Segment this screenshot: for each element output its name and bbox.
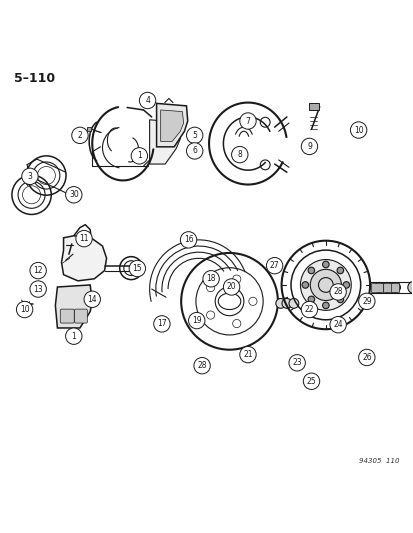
Circle shape — [239, 346, 256, 363]
Text: 27: 27 — [269, 261, 279, 270]
Circle shape — [336, 267, 343, 274]
Circle shape — [180, 232, 196, 248]
Circle shape — [239, 113, 256, 129]
Text: 10: 10 — [353, 126, 363, 134]
Text: 11: 11 — [79, 234, 88, 243]
Circle shape — [131, 148, 147, 164]
Text: 1: 1 — [71, 332, 76, 341]
Circle shape — [186, 143, 202, 159]
FancyBboxPatch shape — [60, 309, 74, 323]
Text: 17: 17 — [157, 319, 166, 328]
FancyBboxPatch shape — [308, 103, 318, 110]
Text: 12: 12 — [33, 266, 43, 275]
Text: 15: 15 — [132, 264, 142, 273]
Circle shape — [301, 138, 317, 155]
FancyBboxPatch shape — [74, 309, 87, 323]
Circle shape — [307, 267, 314, 274]
Circle shape — [281, 298, 291, 308]
Text: 20: 20 — [226, 282, 236, 292]
FancyBboxPatch shape — [382, 283, 392, 292]
Text: +: + — [128, 264, 134, 273]
Text: 94305  110: 94305 110 — [358, 458, 399, 464]
FancyBboxPatch shape — [86, 127, 91, 131]
Text: 30: 30 — [69, 190, 78, 199]
Circle shape — [329, 317, 346, 333]
Circle shape — [322, 261, 328, 268]
Circle shape — [188, 312, 204, 329]
Circle shape — [301, 281, 308, 288]
Text: 8: 8 — [237, 150, 242, 159]
Circle shape — [76, 230, 92, 247]
Circle shape — [202, 271, 219, 287]
Circle shape — [193, 358, 210, 374]
FancyBboxPatch shape — [370, 283, 382, 292]
Circle shape — [266, 257, 282, 274]
Text: 13: 13 — [33, 285, 43, 294]
Circle shape — [382, 282, 391, 292]
Circle shape — [336, 296, 343, 303]
Circle shape — [300, 260, 350, 310]
Circle shape — [65, 328, 82, 344]
Circle shape — [322, 302, 328, 309]
Text: 22: 22 — [304, 305, 313, 314]
Circle shape — [153, 316, 170, 332]
Circle shape — [342, 281, 349, 288]
Circle shape — [358, 349, 374, 366]
Text: 25: 25 — [306, 377, 316, 386]
Circle shape — [65, 187, 82, 203]
Text: 29: 29 — [361, 297, 371, 306]
Text: 16: 16 — [183, 236, 193, 244]
Text: 7: 7 — [245, 117, 250, 125]
Circle shape — [288, 354, 305, 371]
Polygon shape — [62, 236, 106, 281]
Circle shape — [231, 147, 247, 163]
Circle shape — [275, 298, 285, 308]
Circle shape — [301, 301, 317, 318]
Circle shape — [349, 122, 366, 138]
Circle shape — [22, 168, 38, 184]
Text: 21: 21 — [243, 350, 252, 359]
Circle shape — [407, 281, 413, 294]
Circle shape — [139, 92, 155, 109]
Polygon shape — [55, 285, 92, 328]
Text: 23: 23 — [292, 358, 301, 367]
Text: 19: 19 — [192, 316, 201, 325]
Circle shape — [389, 282, 399, 292]
Text: 2: 2 — [77, 131, 82, 140]
Circle shape — [223, 279, 239, 295]
Text: 5–110: 5–110 — [14, 72, 55, 85]
Circle shape — [129, 260, 145, 277]
Text: 4: 4 — [145, 96, 150, 105]
Text: 26: 26 — [361, 353, 371, 362]
Circle shape — [71, 127, 88, 143]
Circle shape — [373, 282, 383, 292]
Text: 24: 24 — [332, 320, 342, 329]
Polygon shape — [156, 103, 187, 147]
Text: 5: 5 — [192, 131, 197, 140]
Circle shape — [84, 291, 100, 308]
Text: 14: 14 — [87, 295, 97, 304]
Circle shape — [17, 301, 33, 318]
Text: 18: 18 — [206, 274, 215, 284]
Circle shape — [30, 281, 46, 297]
Polygon shape — [160, 110, 183, 141]
Circle shape — [309, 269, 341, 301]
Circle shape — [329, 284, 346, 300]
Circle shape — [288, 298, 298, 308]
Text: 6: 6 — [192, 147, 197, 156]
FancyBboxPatch shape — [390, 283, 398, 292]
Text: 1: 1 — [137, 151, 141, 160]
Text: 3: 3 — [27, 172, 32, 181]
Circle shape — [307, 296, 314, 303]
Text: 10: 10 — [20, 305, 29, 314]
Text: 28: 28 — [332, 287, 342, 296]
Circle shape — [358, 293, 374, 310]
Circle shape — [186, 127, 202, 143]
Polygon shape — [149, 120, 180, 164]
Circle shape — [30, 262, 46, 279]
Circle shape — [303, 373, 319, 390]
Text: 28: 28 — [197, 361, 206, 370]
Text: 9: 9 — [306, 142, 311, 151]
